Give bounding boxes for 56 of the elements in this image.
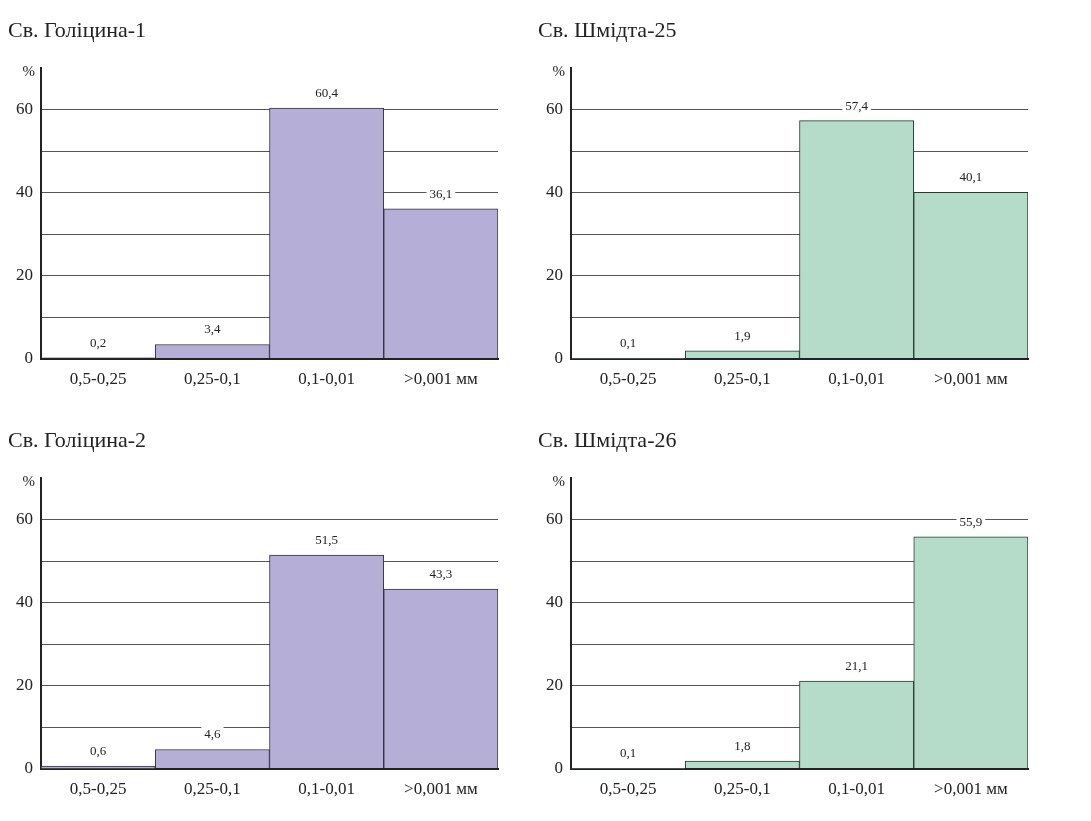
y-tick-label: 60	[16, 99, 33, 119]
y-tick-label: 40	[16, 592, 33, 612]
data-label: 0,1	[620, 335, 637, 351]
chart-title: Св. Голіцина-2	[8, 426, 147, 452]
y-tick-label: 0	[24, 758, 33, 778]
y-tick-label: 60	[546, 99, 563, 119]
x-tick-label: 0,5-0,25	[69, 779, 127, 799]
data-label: 1,8	[734, 738, 751, 754]
x-tick-label: 0,5-0,25	[69, 369, 127, 389]
data-label: 4,6	[204, 726, 221, 742]
x-tick-label: >0,001 мм	[404, 779, 478, 799]
data-label: 57,4	[845, 97, 869, 113]
data-label: 51,5	[315, 532, 338, 548]
data-label: 1,9	[734, 327, 751, 343]
data-label: 0,2	[90, 334, 107, 350]
x-tick-label: 0,1-0,01	[298, 779, 355, 799]
chart-title: Св. Шмідта-26	[538, 426, 677, 452]
data-label: 60,4	[315, 85, 339, 101]
y-axis-title: %	[22, 62, 35, 79]
x-tick-label: 0,1-0,01	[828, 369, 885, 389]
y-tick-label: 20	[546, 265, 563, 285]
x-tick-label: >0,001 мм	[934, 779, 1008, 799]
y-axis-title: %	[552, 472, 565, 489]
y-tick-label: 20	[16, 675, 33, 695]
x-tick-label: >0,001 мм	[934, 369, 1008, 389]
y-tick-label: 0	[554, 758, 563, 778]
x-tick-label: 0,5-0,25	[599, 779, 657, 799]
y-tick-label: 20	[546, 675, 563, 695]
x-tick-label: 0,1-0,01	[828, 779, 885, 799]
data-label: 43,3	[429, 566, 453, 582]
x-tick-label: 0,1-0,01	[298, 369, 355, 389]
y-tick-label: 40	[546, 592, 563, 612]
x-tick-label: 0,25-0,1	[714, 779, 771, 799]
y-tick-label: 40	[546, 182, 563, 202]
data-label: 0,6	[90, 743, 107, 759]
y-tick-label: 40	[16, 182, 33, 202]
data-label: 0,1	[620, 745, 637, 761]
y-tick-label: 0	[554, 348, 563, 368]
x-tick-label: 0,25-0,1	[714, 369, 771, 389]
data-label: 55,9	[959, 513, 983, 529]
x-tick-label: 0,25-0,1	[184, 779, 241, 799]
y-tick-label: 60	[546, 509, 563, 529]
y-axis-title: %	[552, 62, 565, 79]
y-tick-label: 60	[16, 509, 33, 529]
x-tick-label: 0,5-0,25	[599, 369, 657, 389]
data-label: 21,1	[845, 658, 868, 674]
y-tick-label: 20	[16, 265, 33, 285]
chart-title: Св. Голіцина-1	[8, 16, 147, 42]
data-label: 40,1	[959, 169, 983, 185]
x-tick-label: 0,25-0,1	[184, 369, 241, 389]
chart-title: Св. Шмідта-25	[538, 16, 677, 42]
y-tick-label: 0	[24, 348, 33, 368]
data-label: 3,4	[204, 321, 221, 337]
x-tick-label: >0,001 мм	[404, 369, 478, 389]
y-axis-title: %	[22, 472, 35, 489]
data-label: 36,1	[429, 185, 453, 201]
